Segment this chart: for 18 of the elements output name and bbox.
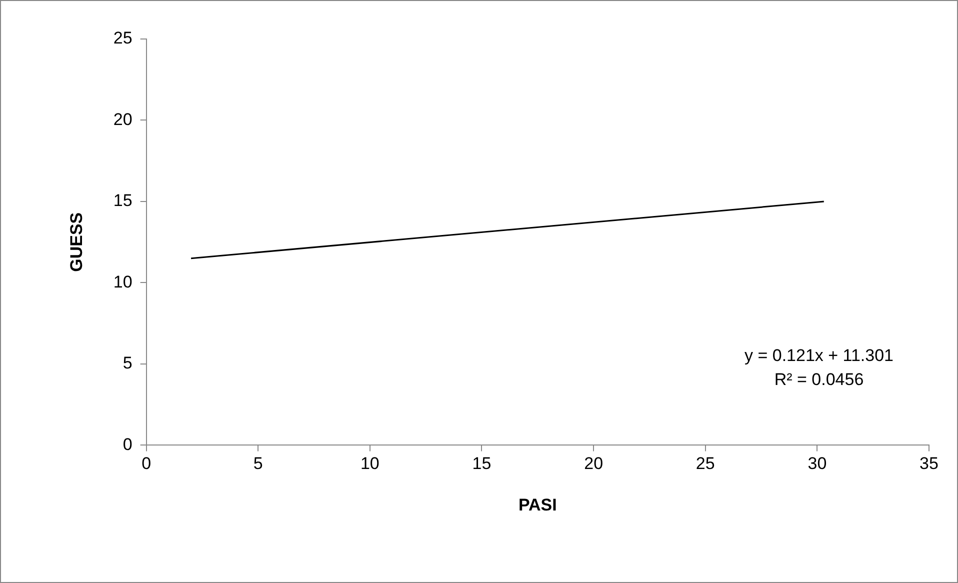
x-tick-label: 30 — [808, 454, 827, 474]
x-tick-label: 0 — [142, 454, 152, 474]
annotation: R² = 0.0456 — [774, 370, 864, 390]
y-axis-title: GUESS — [66, 212, 86, 272]
x-tick-label: 5 — [253, 454, 263, 474]
y-tick-label: 15 — [113, 191, 132, 210]
y-tick-label: 25 — [113, 28, 132, 48]
annotation: y = 0.121x + 11.301 — [744, 346, 894, 366]
y-tick-label: 20 — [113, 110, 132, 129]
y-tick-label: 10 — [113, 272, 132, 292]
y-tick-label: 0 — [122, 434, 132, 454]
x-tick-label: 20 — [584, 454, 604, 474]
y-tick-label: 5 — [122, 354, 132, 373]
x-tick-label: 25 — [696, 454, 715, 474]
x-tick-label: 35 — [920, 454, 938, 474]
x-axis-title: PASI — [518, 495, 557, 514]
x-tick-label: 15 — [472, 454, 492, 474]
x-tick-label: 10 — [360, 454, 380, 474]
